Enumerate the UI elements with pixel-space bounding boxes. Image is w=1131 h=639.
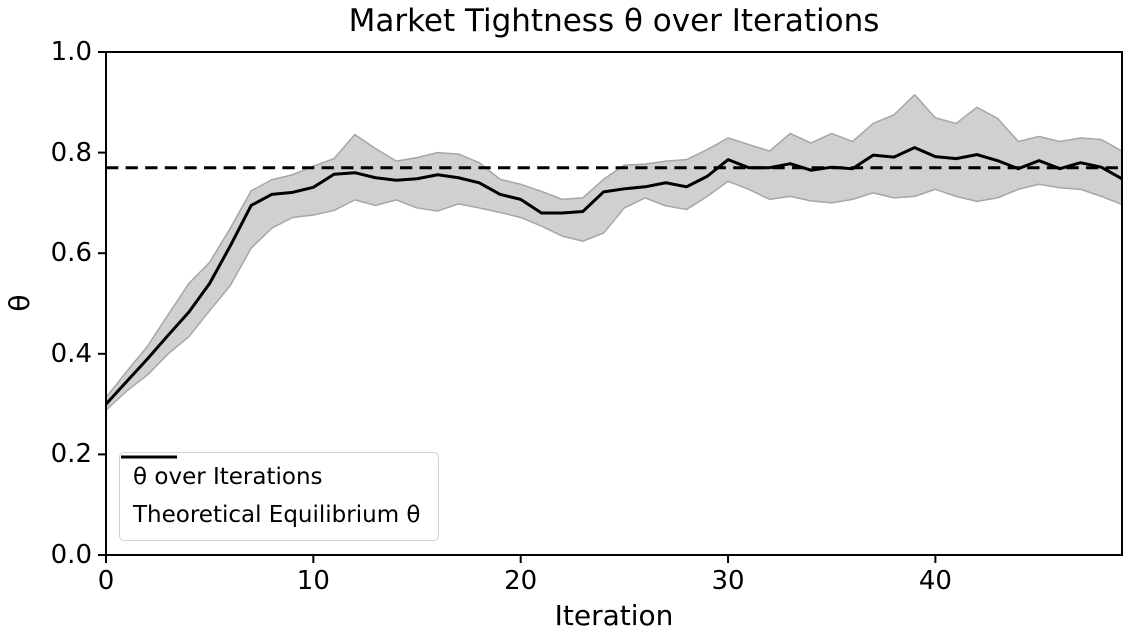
x-tick-label: 30 — [711, 566, 745, 596]
y-tick-label: 0.2 — [50, 439, 92, 470]
x-tick-label: 20 — [504, 566, 538, 596]
y-axis-label: θ — [3, 294, 36, 312]
y-tick-label: 0.0 — [50, 540, 92, 570]
y-tick-label: 0.8 — [50, 137, 92, 168]
y-tick-label: 0.6 — [50, 238, 92, 269]
x-tick-label: 0 — [97, 566, 115, 596]
x-tick-label: 10 — [296, 566, 330, 596]
y-tick-label: 1.0 — [50, 37, 92, 67]
legend-entry-theta: θ over Iterations — [121, 455, 421, 492]
legend-entry-equilibrium: Theoretical Equilibrium θ — [121, 455, 421, 530]
legend: θ over Iterations Theoretical Equilibriu… — [119, 452, 439, 541]
x-axis-label: Iteration — [554, 599, 674, 632]
axes-spines — [105, 51, 1123, 556]
y-tick-label: 0.4 — [50, 338, 92, 369]
confidence-band — [105, 94, 1123, 411]
chart-title: Market Tightness θ over Iterations — [348, 3, 880, 39]
legend-label-theta: θ over Iterations — [133, 464, 323, 490]
dashed-line-sample-icon — [121, 455, 177, 459]
legend-label-equilibrium: Theoretical Equilibrium θ — [133, 502, 421, 528]
x-tick-label: 40 — [918, 566, 952, 596]
theta-line — [104, 146, 1123, 406]
